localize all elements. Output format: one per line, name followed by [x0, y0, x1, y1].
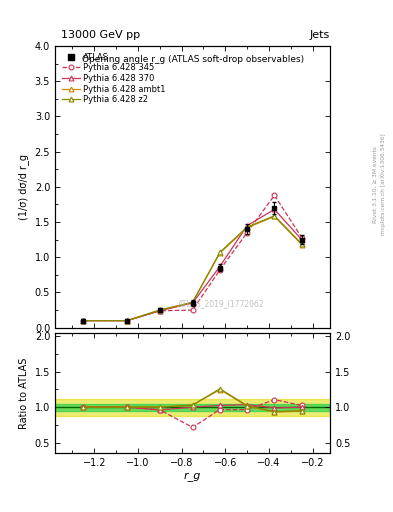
Text: Rivet 3.1.10, ≥ 3M events: Rivet 3.1.10, ≥ 3M events — [373, 146, 378, 223]
Text: 13000 GeV pp: 13000 GeV pp — [61, 30, 140, 40]
X-axis label: r_g: r_g — [184, 471, 201, 481]
Text: ATLAS_2019_I1772062: ATLAS_2019_I1772062 — [178, 299, 264, 308]
Y-axis label: (1/σ) dσ/d r_g: (1/σ) dσ/d r_g — [18, 154, 29, 220]
Text: Jets: Jets — [310, 30, 330, 40]
Text: mcplots.cern.ch [arXiv:1306.3436]: mcplots.cern.ch [arXiv:1306.3436] — [381, 134, 386, 235]
Bar — [55, 403, 330, 411]
Y-axis label: Ratio to ATLAS: Ratio to ATLAS — [19, 357, 29, 429]
Legend: ATLAS, Pythia 6.428 345, Pythia 6.428 370, Pythia 6.428 ambt1, Pythia 6.428 z2: ATLAS, Pythia 6.428 345, Pythia 6.428 37… — [59, 50, 168, 107]
Text: Opening angle r_g (ATLAS soft-drop observables): Opening angle r_g (ATLAS soft-drop obser… — [81, 55, 304, 63]
Bar — [55, 399, 330, 416]
